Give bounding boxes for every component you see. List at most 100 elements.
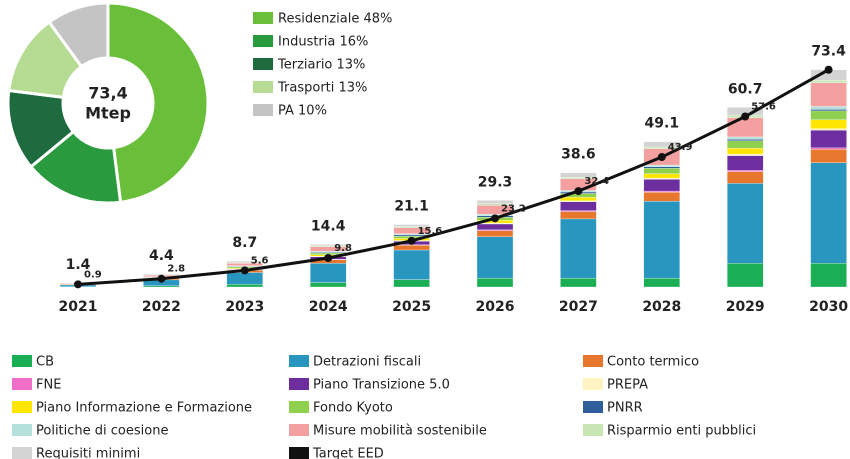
bar-segment [810, 147, 847, 150]
bar-segment [810, 129, 847, 149]
line-point [657, 153, 666, 162]
bar-segment [560, 197, 597, 202]
bar-segment [560, 201, 597, 211]
bar-segment [810, 109, 847, 112]
bar-segment [393, 279, 430, 288]
x-tick-label: 2025 [392, 299, 431, 315]
bar-segment [643, 179, 680, 192]
bar-segment [643, 166, 680, 169]
donut-slice [47, 1, 110, 69]
bar-segment [810, 106, 847, 110]
bar-segment [727, 170, 764, 172]
bar-segment [810, 80, 847, 83]
line-point [824, 65, 833, 74]
legend-label: Terziario 13% [277, 58, 365, 73]
x-tick-label: 2028 [642, 299, 681, 315]
bar-segment [643, 164, 680, 167]
legend-label: PNRR [607, 401, 643, 416]
legend-label: CB [36, 355, 54, 370]
bar-segment [727, 117, 764, 138]
x-tick-label: 2026 [476, 299, 515, 315]
bar-segment [727, 171, 764, 184]
bar-segment [727, 183, 764, 264]
legend-swatch [289, 447, 309, 459]
legend-label: PA 10% [278, 104, 327, 119]
bar-segment [226, 284, 263, 288]
legend-swatch [253, 58, 273, 70]
bar-segment [476, 236, 514, 279]
total-label: 49.1 [645, 116, 680, 132]
bar-segment [727, 153, 764, 156]
x-tick-label: 2023 [225, 299, 264, 315]
legend-label: Piano Transizione 5.0 [313, 378, 450, 393]
target-line [77, 68, 830, 286]
legend-swatch [253, 104, 273, 116]
legend-label: Piano Informazione e Formazione [36, 401, 252, 416]
bar-segment [810, 149, 847, 163]
bar-segment [476, 200, 514, 204]
legend-label: Fondo Kyoto [313, 401, 393, 416]
x-tick-label: 2029 [726, 299, 765, 315]
legend-swatch [289, 401, 309, 413]
donut-center-text: Mtep [85, 104, 131, 123]
line-point [157, 274, 166, 283]
total-label: 38.6 [561, 147, 596, 163]
total-label: 29.3 [478, 174, 513, 190]
bar-segment [727, 136, 764, 140]
line-label: 9.8 [334, 243, 352, 254]
legend-swatch [253, 81, 273, 93]
bar-segment [643, 277, 680, 288]
bar-segment [560, 218, 597, 279]
total-label: 8.7 [232, 235, 257, 251]
line-point [74, 280, 82, 289]
bar-segment [560, 277, 597, 288]
legend-swatch [289, 424, 309, 436]
legend-label: Target EED [312, 447, 384, 459]
bar-segment [476, 223, 514, 231]
bar-segment [727, 148, 764, 155]
line-point [574, 187, 583, 196]
legend-label: Conto termico [607, 355, 699, 370]
total-label: 4.4 [149, 248, 174, 264]
bar-segment [560, 211, 597, 220]
x-tick-label: 2030 [809, 299, 848, 315]
legend-swatch [583, 355, 603, 367]
bar-segment [393, 224, 430, 227]
bar-segment [810, 119, 847, 129]
x-tick-label: 2024 [309, 299, 348, 315]
total-label: 14.4 [311, 218, 346, 234]
bar-segment [560, 172, 597, 178]
bar-segment [810, 162, 847, 264]
x-tick-label: 2021 [59, 299, 98, 315]
line-point [240, 266, 249, 275]
bar-segment [727, 155, 764, 171]
line-label: 2.8 [167, 264, 185, 275]
bar-segment [393, 245, 430, 251]
x-tick-label: 2022 [142, 299, 181, 315]
bar-segment [643, 177, 680, 180]
legend-label: Residenziale 48% [278, 12, 392, 27]
bar-segment [643, 141, 680, 148]
legend-swatch [253, 12, 273, 24]
legend-swatch [583, 378, 603, 390]
legend-swatch [583, 401, 603, 413]
legend-swatch [12, 401, 32, 413]
legend-label: Risparmio enti pubblici [607, 424, 756, 439]
bar-segment [643, 168, 680, 174]
bar-segment [143, 285, 180, 288]
bar-segment [810, 263, 847, 288]
legend-swatch [12, 355, 32, 367]
line-label: 5.6 [251, 255, 269, 266]
bar-segment [310, 244, 347, 247]
legend-swatch [12, 378, 32, 390]
donut-slice [106, 1, 210, 204]
bar-segment [810, 82, 847, 107]
line-point [741, 112, 750, 121]
bar-segment [310, 263, 347, 283]
total-label: 1.4 [66, 257, 91, 273]
bar-segment [643, 201, 680, 279]
legend-label: Trasporti 13% [277, 81, 367, 96]
bar-segment [643, 192, 680, 202]
bar-segment [226, 261, 263, 263]
